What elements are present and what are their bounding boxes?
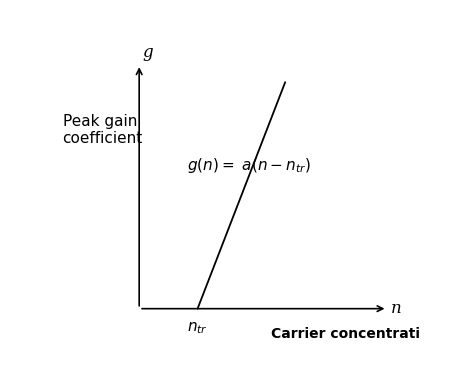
Text: Peak gain
coefficient: Peak gain coefficient — [63, 114, 143, 146]
Text: $g(n)= \ a(n - n_{tr})$: $g(n)= \ a(n - n_{tr})$ — [187, 156, 310, 175]
Text: g: g — [143, 45, 154, 61]
Text: $n_{tr}$: $n_{tr}$ — [187, 320, 208, 336]
Text: n: n — [391, 300, 402, 317]
Text: Carrier concentrati: Carrier concentrati — [271, 327, 420, 341]
